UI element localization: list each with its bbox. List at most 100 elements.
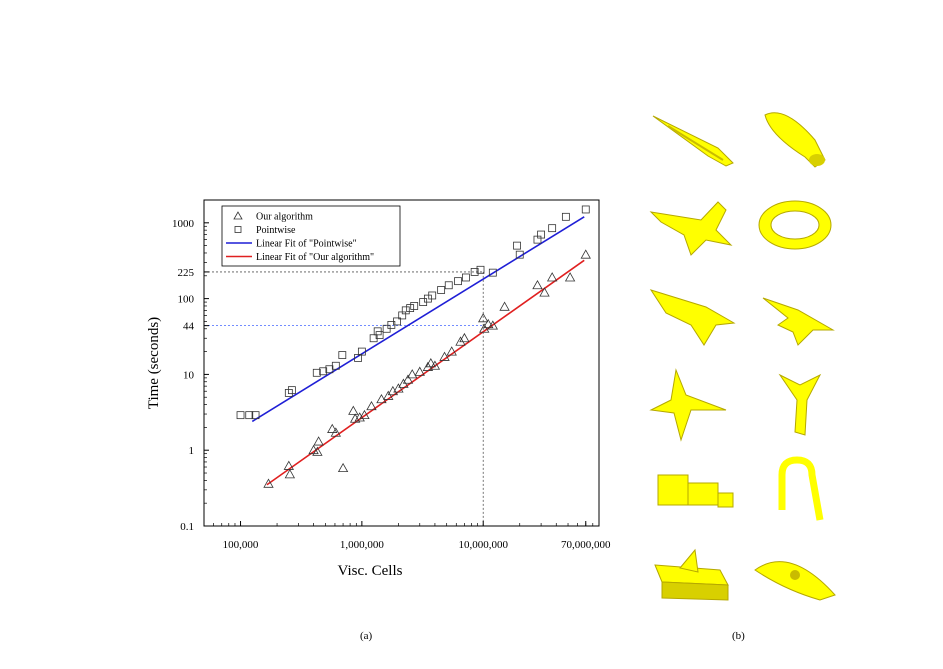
square-point [470, 268, 479, 276]
y-tick-label: 0.1 [180, 521, 194, 533]
triangle-point [348, 405, 359, 415]
triangle-point [349, 413, 361, 423]
triangle-point [429, 360, 441, 370]
curved-pipe-model-image [778, 456, 824, 521]
square-point [515, 250, 524, 259]
hull-model-image [754, 561, 836, 601]
square-point [461, 273, 470, 282]
triangle-point [499, 301, 510, 311]
square-point [537, 230, 546, 239]
square-point [454, 277, 462, 286]
triangle-point [455, 336, 466, 346]
fit-lines [251, 216, 585, 486]
legend: Our algorithm Pointwise Linear Fit of "Poi… [221, 205, 401, 267]
square-point [476, 265, 485, 274]
square-point [581, 205, 590, 214]
triangle-point [354, 412, 365, 422]
triangle-point [366, 400, 377, 411]
turbine-ring-model-image [758, 200, 832, 250]
missile-model-image [652, 115, 734, 167]
plot-area-frame [203, 199, 600, 527]
triangle-point [330, 427, 342, 437]
square-point [548, 224, 557, 233]
square-point [236, 411, 245, 420]
square-point [406, 304, 415, 312]
square-point [312, 368, 321, 377]
legend-entry-label: Linear Fit of "Our algorithm" [256, 252, 374, 263]
square-point [410, 302, 419, 310]
square-point [513, 241, 521, 250]
square-point [251, 411, 260, 420]
square-point [437, 286, 446, 294]
airliner-model-image [762, 297, 835, 346]
y-tick-label: 1 [189, 445, 195, 457]
triangle-point [327, 423, 338, 433]
x-axis-label: Visc. Cells [338, 563, 403, 579]
triangle-point [564, 272, 576, 282]
square-point [357, 347, 366, 356]
square-point [401, 306, 410, 315]
delta-aircraft-model-image [649, 201, 733, 256]
triangle-point [383, 390, 394, 400]
fit-line [251, 216, 585, 423]
triangle-point [539, 287, 550, 297]
square-point [393, 317, 401, 326]
y-tick-label: 100 [178, 294, 195, 306]
wing-section-model-image [778, 373, 822, 436]
triangle-point [283, 460, 294, 470]
legend-square-marker [234, 226, 242, 233]
triangle-point [337, 462, 349, 473]
x-tick-label: 100,000 [223, 539, 259, 551]
triangle-point [263, 478, 274, 488]
triangle-point [459, 332, 470, 343]
square-point [338, 351, 347, 359]
square-point [319, 367, 328, 376]
caption-a: (a) [360, 630, 373, 642]
square-point [287, 386, 296, 395]
legend-entry-label: Pointwise [256, 225, 296, 236]
legend-entry-label: Our algorithm [256, 212, 313, 223]
triangle-point [483, 318, 494, 329]
reference-lines [204, 271, 484, 526]
triangle-point [439, 351, 450, 361]
block-fin-model-image [654, 548, 729, 601]
x-tick-label: 70,000,000 [561, 539, 611, 551]
model-thumbnails [640, 100, 850, 610]
triangle-point [359, 409, 370, 420]
engine-model-image [657, 474, 734, 508]
triangle-point [425, 358, 436, 368]
fighter-jet-model-image [649, 289, 736, 346]
square-point [444, 281, 453, 290]
triangle-point [532, 279, 543, 290]
triangle-point [479, 323, 490, 333]
square-point [428, 291, 437, 300]
legend-entry-label: Linear Fit of "Pointwise" [256, 239, 357, 250]
triangle-point [478, 312, 489, 323]
y-axis-label: Time (seconds) [146, 317, 162, 409]
square-point [284, 389, 293, 397]
x-axis-ticks: 100,000 1,000,000 10,000,000 70,000,000 [203, 521, 611, 551]
square-point [245, 411, 254, 420]
triangle-point [487, 320, 499, 330]
square-point [488, 268, 497, 277]
caption-b: (b) [732, 630, 745, 642]
y-tick-label: 1000 [172, 218, 195, 230]
x-tick-label: 10,000,000 [458, 539, 508, 551]
fit-line [266, 259, 585, 486]
triangle-point [284, 469, 296, 479]
triangle-point [446, 346, 457, 356]
data-points [236, 205, 591, 488]
triangle-point [407, 369, 418, 379]
square-point [561, 212, 570, 221]
fighter-top-view-model-image [649, 368, 727, 442]
triangle-point [313, 436, 324, 446]
triangle-point [414, 366, 425, 376]
triangle-point [402, 374, 414, 384]
y-axis-ticks: 0.1 1 10 44 100 225 1000 [172, 199, 209, 533]
bullet-model-image [764, 112, 826, 168]
square-point [331, 361, 340, 370]
triangle-point [546, 272, 558, 282]
legend-triangle-marker [233, 211, 243, 220]
y-tick-label: 10 [183, 369, 195, 381]
